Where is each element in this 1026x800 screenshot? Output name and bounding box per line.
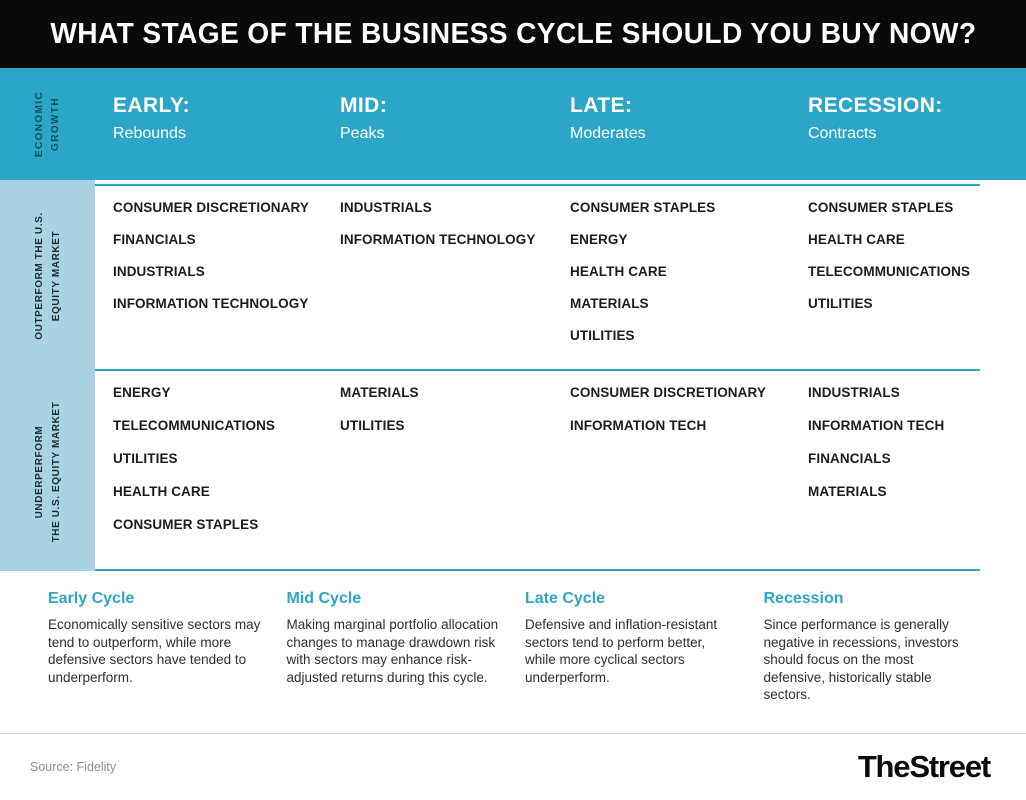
sector-item: CONSUMER STAPLES [113,517,259,532]
stage-header-recession: RECESSION: Contracts [790,68,1026,180]
stage-sublabel: Moderates [570,125,646,142]
underperform-section: ENERGY TELECOMMUNICATIONS UTILITIES HEAL… [95,369,980,571]
title-bar: WHAT STAGE OF THE BUSINESS CYCLE SHOULD … [0,0,1026,68]
sector-item: HEALTH CARE [570,264,667,279]
sector-item: MATERIALS [808,484,887,499]
sector-item: CONSUMER STAPLES [570,200,716,215]
label-line: ECONOMIC [33,90,45,158]
sector-item: ENERGY [113,385,171,400]
sector-item: TELECOMMUNICATIONS [113,418,276,433]
outperform-row-header: OUTPERFORM THE U.S. EQUITY MARKET [0,180,95,371]
cycle-description-heading: Early Cycle [48,590,135,607]
footer: Source: Fidelity TheStreet [0,733,1026,800]
stage-sublabel: Contracts [808,125,877,142]
sector-item: INFORMATION TECHNOLOGY [340,232,536,247]
stage-header-early: EARLY: Rebounds [95,68,322,180]
stage-sublabel: Rebounds [113,125,186,142]
sector-item: UTILITIES [808,296,873,311]
sector-item: MATERIALS [570,296,649,311]
sector-item: UTILITIES [340,418,405,433]
sector-item: INFORMATION TECH [570,418,707,433]
cycle-description-recession: Recession Since performance is generally… [764,590,977,704]
sector-item: INFORMATION TECHNOLOGY [113,296,309,311]
cycle-description-text: Since performance is generally negative … [763,617,959,703]
row-header-sidebar: OUTPERFORM THE U.S. EQUITY MARKET UNDERP… [0,180,95,571]
stage-header-mid: MID: Peaks [322,68,552,180]
cycle-description-mid: Mid Cycle Making marginal portfolio allo… [287,590,500,704]
cell-outperform-recession: CONSUMER STAPLES HEALTH CARE TELECOMMUNI… [790,186,980,369]
stage-label: EARLY: [113,94,191,117]
stage-header: ECONOMIC GROWTH EARLY: Rebounds MID: Pea… [0,68,1026,180]
economic-growth-axis: ECONOMIC GROWTH [0,68,95,180]
cell-underperform-mid: MATERIALS UTILITIES [322,371,552,569]
stage-header-late: LATE: Moderates [552,68,790,180]
label-line: THE U.S. EQUITY MARKET [50,401,62,543]
source-credit: Source: Fidelity [30,760,117,774]
label-line: UNDERPERFORM [33,425,45,519]
cycle-description-heading: Mid Cycle [286,590,362,607]
page-title: WHAT STAGE OF THE BUSINESS CYCLE SHOULD … [49,17,977,50]
sector-item: ENERGY [570,232,628,247]
sector-item: INDUSTRIALS [808,385,900,400]
stage-label: LATE: [570,94,633,117]
cycle-descriptions: Early Cycle Economically sensitive secto… [0,571,1026,704]
stage-sublabel: Peaks [340,125,385,142]
cycle-description-text: Making marginal portfolio allocation cha… [286,617,499,685]
stage-label: RECESSION: [808,94,943,117]
label-line: OUTPERFORM THE U.S. [33,211,45,340]
outperform-section: CONSUMER DISCRETIONARY FINANCIALS INDUST… [95,184,980,369]
cycle-description-early: Early Cycle Economically sensitive secto… [48,590,261,704]
cell-outperform-late: CONSUMER STAPLES ENERGY HEALTH CARE MATE… [552,186,790,369]
sector-item: FINANCIALS [808,451,891,466]
underperform-row-header: UNDERPERFORM THE U.S. EQUITY MARKET [0,371,95,573]
sector-table: OUTPERFORM THE U.S. EQUITY MARKET UNDERP… [0,180,1026,571]
sector-item: CONSUMER DISCRETIONARY [570,385,766,400]
cycle-description-heading: Late Cycle [525,590,606,607]
sector-item: UTILITIES [113,451,178,466]
sector-item: HEALTH CARE [808,232,905,247]
cycle-description-heading: Recession [763,590,844,607]
stage-label: MID: [340,94,388,117]
sector-item: INDUSTRIALS [340,200,432,215]
label-line: GROWTH [49,97,61,151]
cycle-description-late: Late Cycle Defensive and inflation-resis… [525,590,738,704]
cell-underperform-early: ENERGY TELECOMMUNICATIONS UTILITIES HEAL… [95,371,322,569]
sector-item: FINANCIALS [113,232,196,247]
sector-item: INDUSTRIALS [113,264,205,279]
underperform-label: UNDERPERFORM THE U.S. EQUITY MARKET [31,402,65,543]
cell-outperform-mid: INDUSTRIALS INFORMATION TECHNOLOGY [322,186,552,369]
label-line: EQUITY MARKET [50,230,62,321]
sector-item: CONSUMER STAPLES [808,200,954,215]
sector-item: INFORMATION TECH [808,418,945,433]
thestreet-logo: TheStreet [857,749,991,784]
cycle-description-text: Economically sensitive sectors may tend … [48,617,261,685]
cell-outperform-early: CONSUMER DISCRETIONARY FINANCIALS INDUST… [95,186,322,369]
sector-item: MATERIALS [340,385,419,400]
outperform-label: OUTPERFORM THE U.S. EQUITY MARKET [31,212,65,340]
sector-item: UTILITIES [570,328,635,343]
cell-underperform-recession: INDUSTRIALS INFORMATION TECH FINANCIALS … [790,371,980,569]
sector-item: TELECOMMUNICATIONS [808,264,971,279]
cycle-description-text: Defensive and inflation-resistant sector… [525,617,718,685]
sector-item: CONSUMER DISCRETIONARY [113,200,309,215]
economic-growth-label: ECONOMIC GROWTH [32,91,64,157]
cell-underperform-late: CONSUMER DISCRETIONARY INFORMATION TECH [552,371,790,569]
sector-item: HEALTH CARE [113,484,210,499]
